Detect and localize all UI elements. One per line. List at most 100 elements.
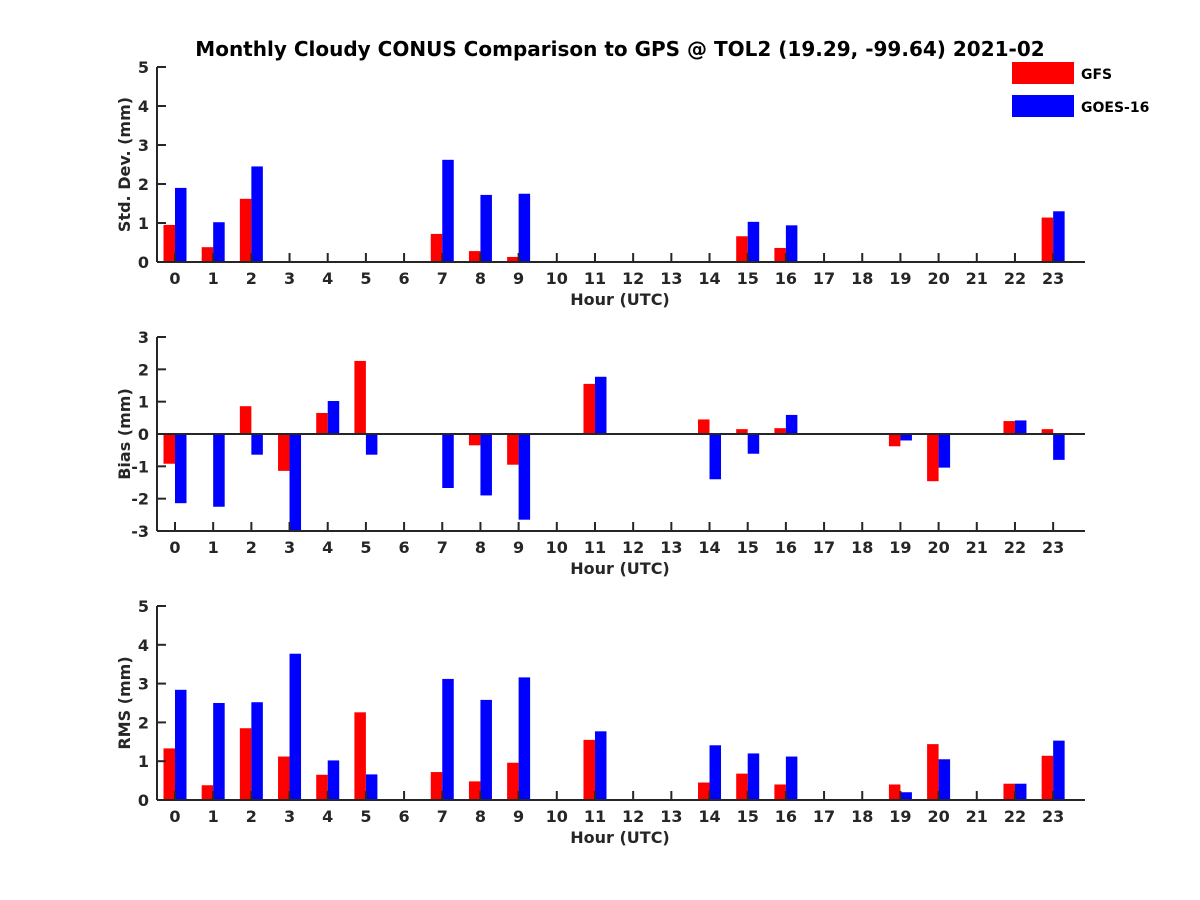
- bar-gfs-p3-h4: [316, 774, 328, 800]
- y-tick-label-p3-4: 4: [138, 636, 149, 655]
- bar-goes16-p2-h2: [251, 434, 263, 455]
- bar-goes16-p1-h2: [251, 166, 263, 262]
- bar-gfs-p3-h8: [468, 781, 481, 800]
- x-tick-label-p2-3: 3: [284, 538, 295, 557]
- x-tick-label-p1-21: 21: [966, 269, 988, 288]
- x-tick-label-p3-7: 7: [437, 807, 448, 826]
- y-tick-label-p2-4: 1: [138, 393, 149, 412]
- x-tick-label-p1-11: 11: [584, 269, 606, 288]
- bar-goes16-p2-h11: [594, 376, 607, 434]
- x-tick-label-p2-14: 14: [698, 538, 720, 557]
- bar-goes16-p1-h16: [785, 225, 798, 262]
- bar-goes16-p2-h20: [938, 434, 951, 468]
- y-tick-label-p3-3: 3: [138, 675, 149, 694]
- x-tick-label-p1-0: 0: [169, 269, 180, 288]
- x-tick-label-p2-11: 11: [584, 538, 606, 557]
- bar-goes16-p3-h23: [1053, 740, 1065, 800]
- y-axis-label-p1: Std. Dev. (mm): [115, 97, 134, 232]
- bar-goes16-p3-h1: [213, 703, 225, 800]
- bar-gfs-p2-h14: [698, 419, 710, 434]
- bar-gfs-p3-h16: [774, 784, 786, 800]
- bar-goes16-p2-h23: [1053, 434, 1065, 460]
- bar-goes16-p3-h8: [480, 699, 492, 800]
- x-tick-label-p1-12: 12: [622, 269, 644, 288]
- x-tick-label-p2-8: 8: [475, 538, 486, 557]
- x-tick-label-p2-22: 22: [1004, 538, 1026, 557]
- bar-goes16-p3-h7: [442, 678, 454, 800]
- bar-gfs-p3-h5: [354, 712, 366, 800]
- x-tick-label-p2-15: 15: [737, 538, 759, 557]
- bar-goes16-p2-h4: [327, 401, 340, 434]
- y-tick-label-p3-5: 5: [138, 597, 149, 616]
- bar-gfs-p2-h20: [927, 434, 939, 482]
- bar-goes16-p1-h1: [213, 222, 225, 262]
- bar-goes16-p2-h8: [480, 434, 492, 496]
- x-tick-label-p3-1: 1: [208, 807, 219, 826]
- x-tick-label-p2-12: 12: [622, 538, 644, 557]
- x-tick-label-p3-16: 16: [775, 807, 797, 826]
- bar-gfs-p3-h11: [583, 739, 595, 800]
- bar-goes16-p3-h9: [518, 677, 531, 800]
- y-tick-label-p3-0: 0: [138, 791, 149, 810]
- x-tick-label-p1-17: 17: [813, 269, 835, 288]
- bar-gfs-p1-h2: [239, 198, 252, 262]
- bar-gfs-p2-h16: [774, 428, 786, 434]
- y-tick-label-p2-1: -2: [131, 490, 149, 509]
- x-tick-label-p2-18: 18: [851, 538, 873, 557]
- x-tick-label-p3-0: 0: [169, 807, 180, 826]
- y-tick-label-p1-4: 4: [138, 97, 149, 116]
- x-tick-label-p1-22: 22: [1004, 269, 1026, 288]
- x-tick-label-p3-22: 22: [1004, 807, 1026, 826]
- x-tick-label-p2-16: 16: [775, 538, 797, 557]
- bar-gfs-p1-h23: [1041, 217, 1054, 262]
- bar-gfs-p3-h3: [278, 756, 290, 800]
- y-tick-label-p1-1: 1: [138, 214, 149, 233]
- x-tick-label-p1-15: 15: [737, 269, 759, 288]
- x-tick-label-p1-10: 10: [546, 269, 568, 288]
- x-tick-label-p3-18: 18: [851, 807, 873, 826]
- x-tick-label-p1-23: 23: [1042, 269, 1064, 288]
- x-tick-label-p3-5: 5: [360, 807, 371, 826]
- bar-goes16-p2-h15: [747, 434, 760, 454]
- bar-goes16-p3-h3: [289, 653, 302, 800]
- x-tick-label-p1-19: 19: [889, 269, 911, 288]
- chart-title: Monthly Cloudy CONUS Comparison to GPS @…: [195, 37, 1044, 61]
- x-tick-label-p1-8: 8: [475, 269, 486, 288]
- bar-gfs-p2-h9: [507, 434, 519, 465]
- bar-gfs-p2-h23: [1041, 429, 1054, 434]
- bar-gfs-p2-h15: [736, 429, 748, 434]
- bar-goes16-p3-h5: [365, 774, 378, 800]
- y-tick-label-p2-3: 0: [138, 425, 149, 444]
- bar-goes16-p2-h19: [900, 434, 912, 441]
- bar-gfs-p1-h9: [507, 256, 519, 262]
- x-tick-label-p1-4: 4: [322, 269, 333, 288]
- x-tick-label-p2-17: 17: [813, 538, 835, 557]
- y-tick-label-p1-5: 5: [138, 58, 149, 77]
- x-tick-label-p1-18: 18: [851, 269, 873, 288]
- bar-goes16-p3-h2: [251, 702, 263, 800]
- x-tick-label-p3-8: 8: [475, 807, 486, 826]
- x-tick-label-p2-21: 21: [966, 538, 988, 557]
- x-tick-label-p3-6: 6: [399, 807, 410, 826]
- x-tick-label-p1-9: 9: [513, 269, 524, 288]
- bar-gfs-p2-h3: [278, 434, 290, 471]
- x-tick-label-p1-1: 1: [208, 269, 219, 288]
- x-tick-label-p2-9: 9: [513, 538, 524, 557]
- bar-gfs-p3-h0: [163, 748, 175, 800]
- bar-goes16-p2-h14: [709, 434, 722, 480]
- bar-goes16-p2-h3: [289, 434, 302, 531]
- y-axis-label-p3: RMS (mm): [115, 656, 134, 749]
- bar-goes16-p1-h23: [1053, 211, 1065, 262]
- legend-swatch-goes16: [1012, 95, 1074, 117]
- x-axis-label-p3: Hour (UTC): [570, 828, 670, 847]
- x-axis-label-p2: Hour (UTC): [570, 559, 670, 578]
- x-tick-label-p3-4: 4: [322, 807, 333, 826]
- bar-gfs-p1-h0: [163, 224, 175, 262]
- bar-gfs-p3-h23: [1041, 755, 1054, 800]
- bar-gfs-p3-h7: [430, 772, 443, 800]
- y-tick-label-p1-3: 3: [138, 136, 149, 155]
- x-tick-label-p3-3: 3: [284, 807, 295, 826]
